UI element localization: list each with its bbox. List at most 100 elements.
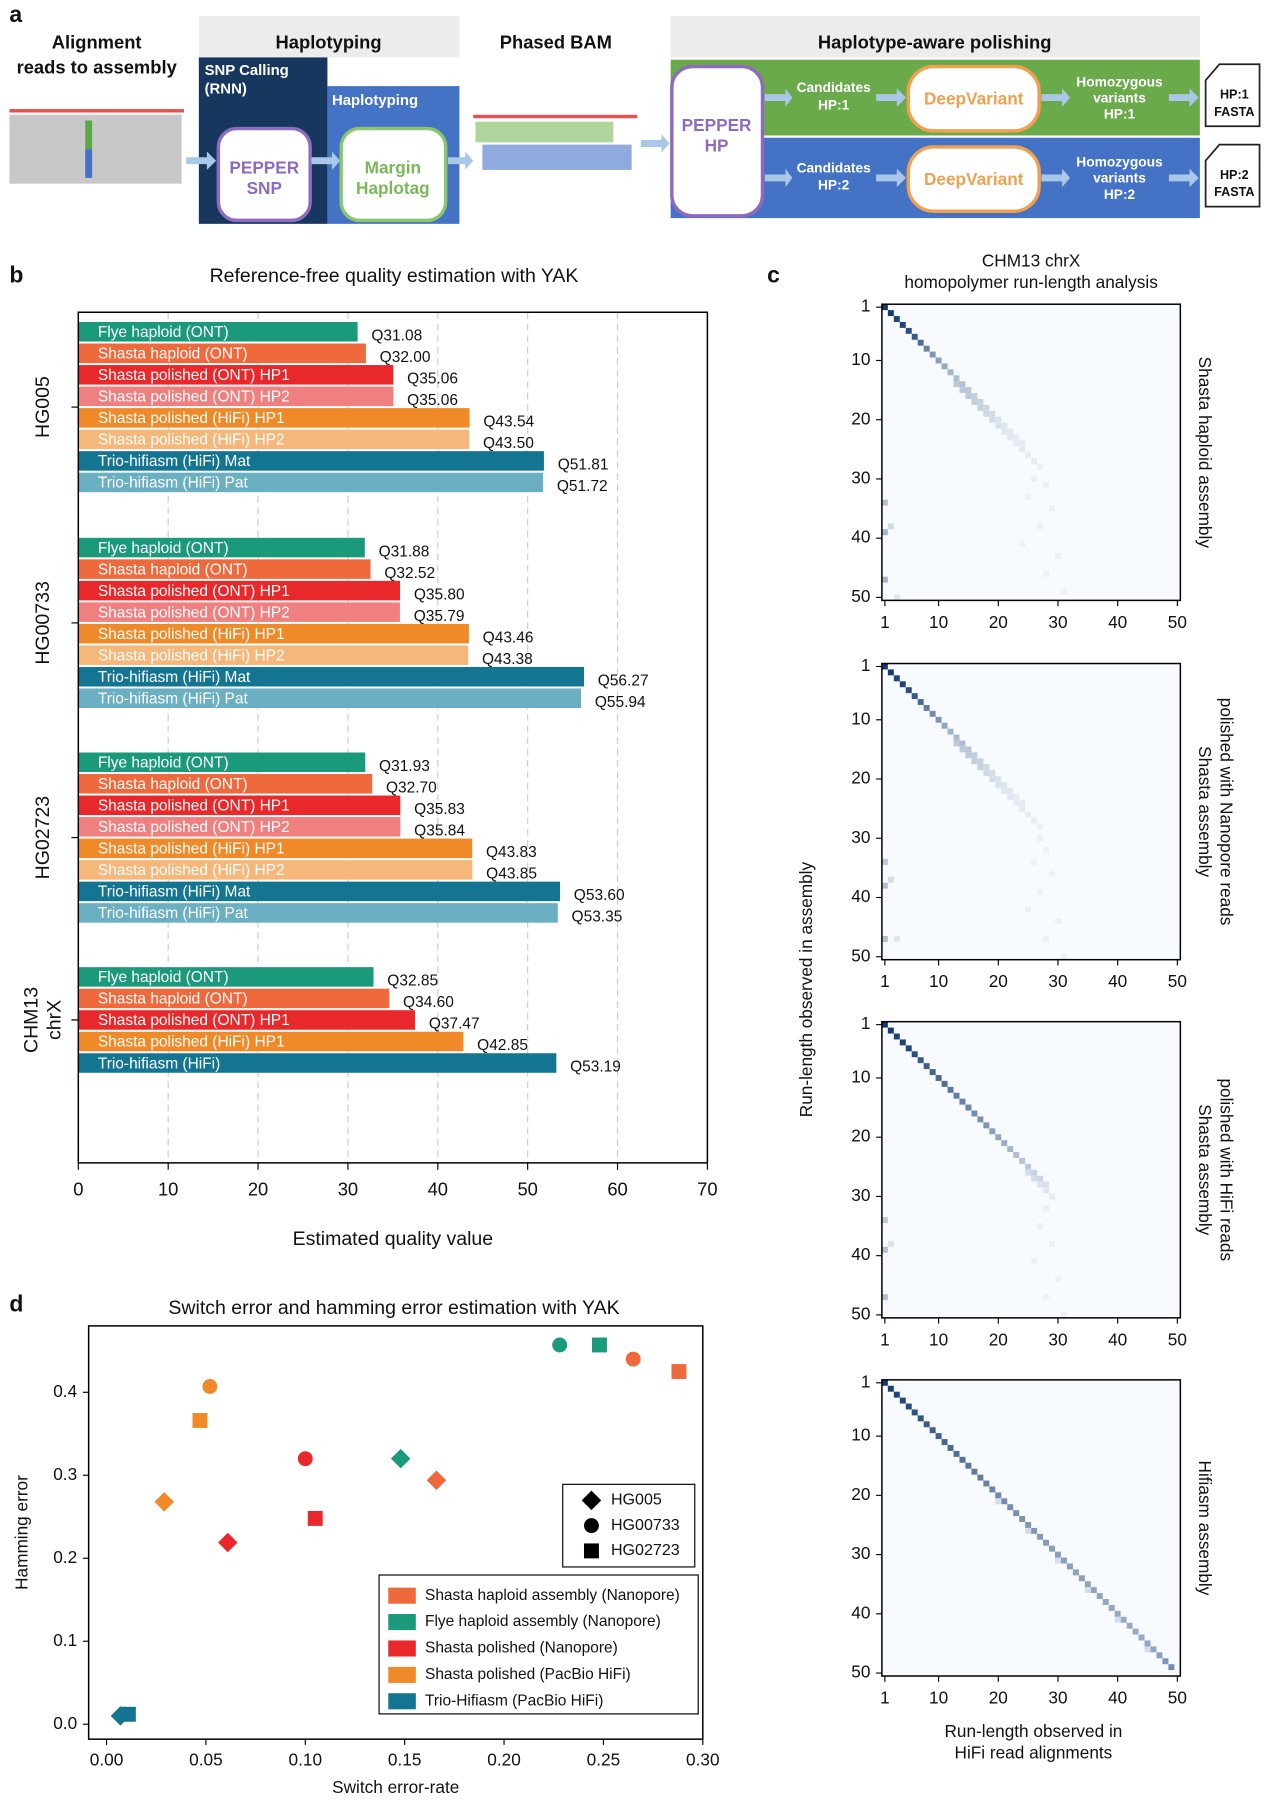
heatmap-cell <box>911 1051 918 1058</box>
tool-box <box>339 126 448 223</box>
group-label: HG00733 <box>32 581 54 664</box>
heatmap-cell <box>953 740 960 747</box>
heatmap-cell <box>923 345 930 352</box>
bar-label: Trio-hifiasm (HiFi) Mat <box>98 884 251 901</box>
y-tick-label: 0.0 <box>53 1713 77 1733</box>
y-tick-label: 0.1 <box>53 1630 77 1650</box>
heatmap-cell <box>1037 835 1044 842</box>
heatmap-cell <box>1019 799 1026 806</box>
y-tick-label: 10 <box>851 708 870 728</box>
x-tick-label: 20 <box>989 971 1008 991</box>
heatmap-cell <box>911 333 918 340</box>
heatmap-cell <box>887 669 894 676</box>
value-label: Q31.08 <box>371 327 422 344</box>
bar <box>78 472 544 493</box>
value-label: Q51.81 <box>558 457 609 474</box>
y-tick-label: 0.2 <box>53 1547 77 1567</box>
x-tick-label: 10 <box>158 1178 178 1199</box>
y-tick-label: 30 <box>851 1185 870 1205</box>
bar-label: Flye haploid (ONT) <box>98 324 229 341</box>
bar-label: Shasta polished (ONT) HP2 <box>98 604 290 621</box>
x-tick-label: 30 <box>1048 1329 1067 1349</box>
heatmap-cell <box>881 304 888 311</box>
point <box>307 1510 323 1526</box>
heatmap-cell <box>887 876 894 883</box>
heatmap-cell <box>905 327 912 334</box>
x-tick-label: 40 <box>1108 971 1127 991</box>
legend-label: HG00733 <box>611 1516 680 1534</box>
value-label: Q35.83 <box>414 801 465 818</box>
heatmap-cell <box>989 1128 996 1135</box>
legend-label: Flye haploid assembly (Nanopore) <box>425 1613 661 1630</box>
heatmap-cell <box>1025 1163 1032 1170</box>
heatmap-cell <box>935 1433 942 1440</box>
heatmap-cell <box>1066 1563 1073 1570</box>
heatmap-cell <box>995 416 1002 423</box>
bar <box>78 1010 416 1030</box>
heatmap-cell <box>953 381 960 388</box>
file-label: FASTA <box>1214 105 1254 119</box>
y-tick-label: 50 <box>851 1662 870 1682</box>
x-tick-label: 20 <box>989 612 1008 632</box>
point <box>390 1448 411 1469</box>
heatmap-cell <box>881 936 888 942</box>
legend-box <box>378 1574 699 1715</box>
panel-name: Hifiasm assembly <box>1195 1461 1215 1596</box>
heatmap-cell <box>995 781 1002 788</box>
heatmap-cell <box>1025 906 1032 913</box>
heatmap-cell <box>971 1110 978 1117</box>
panel-label: d <box>9 1290 23 1316</box>
bar-label: Shasta polished (ONT) HP2 <box>98 389 290 406</box>
heatmap-cell <box>1060 1557 1067 1564</box>
heatmap-cell <box>1031 1175 1038 1182</box>
tool-label: DeepVariant <box>924 169 1024 189</box>
bar-label: Shasta haploid (ONT) <box>98 561 248 578</box>
bar <box>78 688 582 709</box>
heatmap-cell <box>977 1474 984 1481</box>
heatmap-cell <box>917 1415 924 1422</box>
heatmap-cell <box>911 1409 918 1416</box>
file-label: HP:1 <box>1220 88 1249 102</box>
heatmap-cell <box>1001 787 1008 794</box>
bar <box>78 537 365 558</box>
y-tick-label: 40 <box>851 1244 870 1264</box>
heatmap-cell <box>1078 1575 1085 1582</box>
bar <box>78 580 401 601</box>
heatmap-cell <box>1049 870 1055 877</box>
x-tick-label: 70 <box>697 1178 717 1199</box>
file-label: FASTA <box>1214 185 1254 199</box>
heatmap-cell <box>881 576 888 583</box>
heatmap-cell <box>1007 1146 1014 1152</box>
heatmap-cell <box>905 687 912 694</box>
y-tick-label: 10 <box>851 1067 870 1087</box>
point <box>426 1470 447 1491</box>
x-tick-label: 40 <box>1108 1688 1127 1708</box>
heatmap-cell <box>941 1080 948 1087</box>
bar <box>78 817 401 837</box>
x-tick-label: 40 <box>1108 612 1127 632</box>
heatmap-cell <box>1007 787 1014 794</box>
panel-label: c <box>767 262 780 288</box>
heatmap-cell <box>935 357 942 364</box>
group-label: CHM13 <box>21 987 43 1053</box>
heatmap-cell <box>1043 1187 1050 1194</box>
x-tick-label: 20 <box>248 1178 268 1199</box>
heatmap-cell <box>977 398 984 405</box>
heatmap-cell <box>1025 811 1032 818</box>
x-tick-label: 20 <box>989 1688 1008 1708</box>
heatmap-cell <box>1049 1240 1055 1247</box>
y-tick-label: 1 <box>861 655 871 675</box>
y-tick-label: 20 <box>851 768 870 788</box>
x-tick-label: 30 <box>1048 971 1067 991</box>
bar <box>78 838 473 859</box>
heatmap-cell <box>1054 1276 1061 1283</box>
heatmap-cell <box>1019 440 1026 447</box>
value-label: Q42.85 <box>477 1037 528 1054</box>
heatmap-cell <box>1031 817 1038 824</box>
x-tick-label: 50 <box>1168 1329 1187 1349</box>
tool-box <box>906 145 1041 213</box>
heatmap-cell <box>1043 847 1050 854</box>
heatmap-cell <box>887 1385 894 1392</box>
heatmap-cell <box>881 663 888 670</box>
heatmap-cell <box>1102 1599 1109 1605</box>
